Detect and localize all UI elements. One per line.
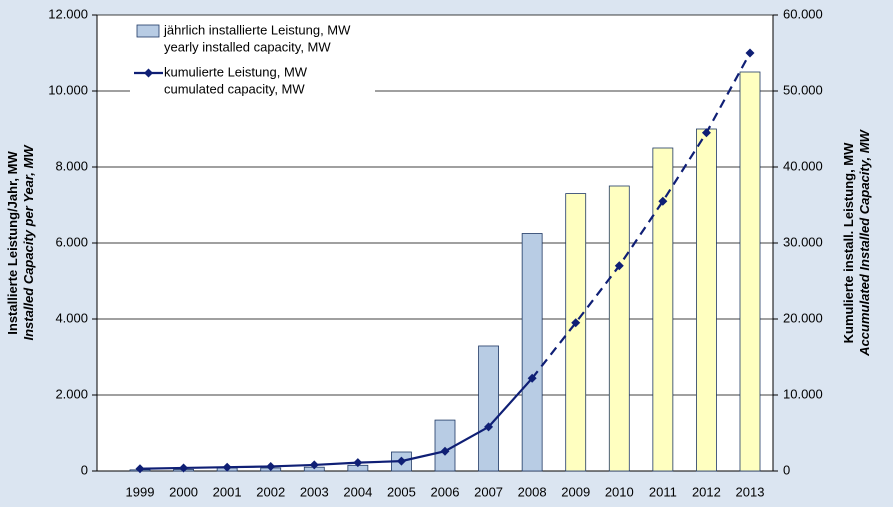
marker (179, 463, 189, 473)
bar (739, 71, 761, 472)
marker (135, 464, 145, 474)
y-tick-label: 2.000 (55, 386, 88, 401)
x-tick-label: 2004 (343, 484, 372, 499)
legend (130, 19, 375, 101)
legend-label: yearly installed capacity, MW (164, 39, 331, 54)
x-tick-label: 2002 (256, 484, 285, 499)
marker (745, 48, 755, 58)
marker (266, 461, 276, 471)
y2-tick-label: 10.000 (783, 386, 823, 401)
x-tick-label: 2012 (692, 484, 721, 499)
bar (521, 233, 543, 472)
x-tick-label: 2006 (431, 484, 460, 499)
line (139, 377, 533, 470)
y2-axis-title: Kumulierte install. Leistung, MWAccumula… (841, 128, 872, 356)
x-tick-label: 2008 (518, 484, 547, 499)
y2-axis-title-line: Kumulierte install. Leistung, MW (841, 142, 856, 344)
y2-tick-label: 50.000 (783, 82, 823, 97)
legend-label: cumulated capacity, MW (164, 81, 305, 96)
bar (434, 419, 456, 472)
y2-axis-title-line: Accumulated Installed Capacity, MW (857, 128, 872, 356)
x-tick-label: 1999 (126, 484, 155, 499)
y-tick-label: 4.000 (55, 310, 88, 325)
x-tick-label: 2003 (300, 484, 329, 499)
marker (353, 458, 363, 468)
y2-tick-label: 20.000 (783, 310, 823, 325)
legend-marker (144, 68, 153, 78)
x-tick-label: 2011 (649, 484, 677, 499)
marker (222, 462, 232, 472)
legend-swatch (136, 24, 160, 38)
marker (484, 422, 494, 432)
marker (309, 460, 319, 470)
y-tick-label: 0 (81, 462, 88, 477)
y-tick-label: 10.000 (48, 82, 88, 97)
y-tick-label: 6.000 (55, 234, 88, 249)
y-tick-label: 8.000 (55, 158, 88, 173)
marker (571, 318, 581, 328)
marker (527, 373, 537, 383)
bar (696, 128, 717, 472)
y2-tick-label: 40.000 (783, 158, 823, 173)
y-axis-title-line: Installed Capacity per Year, MW (21, 144, 36, 341)
x-tick-label: 2007 (474, 484, 503, 499)
bar (652, 147, 674, 472)
bar (478, 345, 499, 472)
line (531, 52, 751, 379)
legend-label: jährlich installierte Leistung, MW (163, 22, 351, 37)
legend-label: kumulierte Leistung, MW (164, 64, 308, 79)
y2-tick-label: 60.000 (783, 6, 823, 21)
y2-tick-label: 0 (783, 462, 790, 477)
x-tick-label: 2001 (213, 484, 242, 499)
x-tick-label: 2000 (169, 484, 198, 499)
y-axis-title-line: Installierte Leistung/Jahr, MW (5, 151, 20, 335)
marker (658, 196, 668, 206)
marker (396, 456, 406, 466)
marker (614, 261, 624, 271)
x-tick-label: 2010 (605, 484, 634, 499)
x-tick-label: 2013 (736, 484, 765, 499)
y-tick-label: 12.000 (48, 6, 88, 21)
bar (608, 185, 630, 472)
y2-tick-label: 30.000 (783, 234, 823, 249)
bar (565, 193, 587, 472)
marker (440, 446, 450, 456)
marker (701, 128, 711, 138)
x-tick-label: 2005 (387, 484, 416, 499)
x-tick-label: 2009 (561, 484, 590, 499)
y-axis-title: Installierte Leistung/Jahr, MWInstalled … (5, 144, 36, 341)
